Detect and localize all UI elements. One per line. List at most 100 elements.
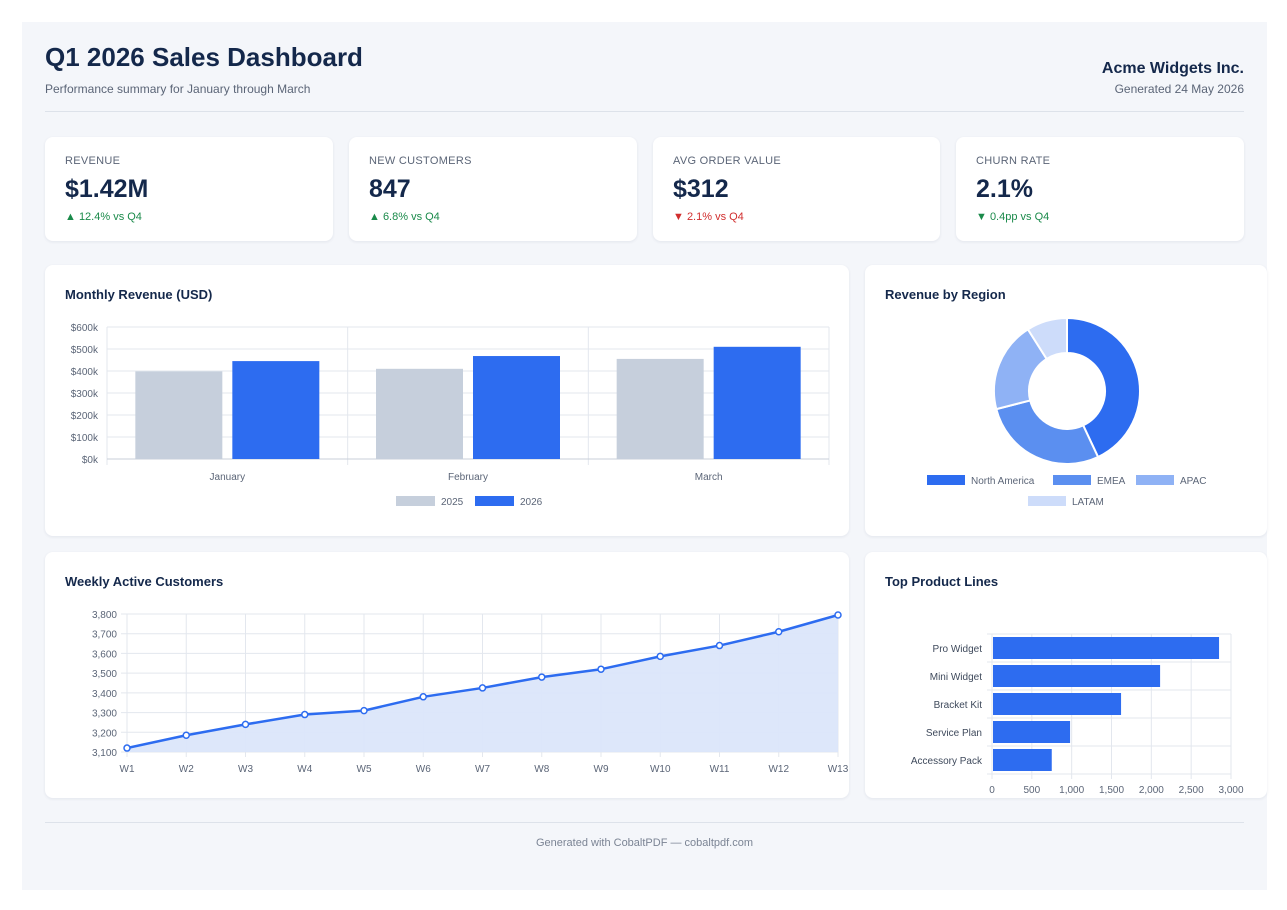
monthly-revenue-title: Monthly Revenue (USD) [65,287,213,302]
x-tick-label: W3 [238,764,253,775]
y-tick-label: Accessory Pack [911,756,983,767]
kpi-delta: ▲ 12.4% vs Q4 [65,211,142,223]
bar-2025-february [376,368,463,459]
y-tick-label: Service Plan [926,728,982,739]
x-tick-label: W8 [534,764,549,775]
bar-mini-widget [993,665,1161,687]
kpi-card-new-customers: NEW CUSTOMERS 847 ▲ 6.8% vs Q4 [349,137,637,241]
bar-2025-march [616,358,704,459]
x-tick-label: W9 [594,764,609,775]
y-tick-label: 3,500 [92,669,117,680]
data-point-w1 [123,744,131,752]
bar-service-plan [993,721,1071,743]
y-tick-label: $100k [71,433,99,444]
x-tick-label: 2,500 [1179,785,1204,796]
weekly-customers-title: Weekly Active Customers [65,574,224,589]
weekly-customers-chart: 3,100 3,200 3,300 3,400 3,500 3,600 3,700 3,800… [92,610,849,775]
y-tick-label: Mini Widget [930,672,982,683]
x-tick-label: 0 [989,785,995,796]
x-tick-label: 500 [1023,785,1040,796]
monthly-revenue-chart: $0k $100k $200k $300k $400k $500k $600k January… [71,323,830,508]
x-tick-label: 2,000 [1139,785,1164,796]
kpi-value: $1.42M [65,175,149,203]
y-tick-label: 3,200 [92,728,117,739]
product-lines-title: Top Product Lines [885,574,999,589]
company-name: Acme Widgets Inc. [1101,60,1244,77]
legend-swatch [1053,475,1091,485]
legend-label: EMEA [1097,476,1126,487]
data-point-w7 [478,684,487,692]
region-donut-chart: North America EMEA APAC LATAM [927,316,1207,508]
data-point-w9 [597,665,605,673]
y-tick-label: 3,400 [92,689,117,700]
slice-emea [995,399,1100,465]
data-point-w11 [715,641,724,650]
kpi-label: AVG ORDER VALUE [673,155,782,167]
region-title: Revenue by Region [885,287,1006,302]
x-tick-label: January [210,472,246,483]
dashboard-page: Q1 2026 Sales Dashboard Performance summ… [22,22,1267,890]
bar-pro-widget [993,637,1220,659]
kpi-label: NEW CUSTOMERS [369,155,472,167]
x-tick-label: W1 [120,764,135,775]
page-title: Q1 2026 Sales Dashboard [45,42,363,72]
bar-2026-march [713,346,801,459]
x-tick-label: February [448,472,488,483]
x-tick-label: W7 [475,764,490,775]
y-tick-label: $200k [71,411,99,422]
x-tick-label: 3,000 [1218,785,1243,796]
data-point-w4 [301,710,309,719]
x-tick-label: 1,000 [1059,785,1084,796]
kpi-label: REVENUE [65,155,121,167]
y-tick-label: Bracket Kit [934,700,983,711]
bar-2026-february [473,356,560,459]
page-header: Q1 2026 Sales Dashboard Performance summ… [45,42,1244,112]
kpi-delta: ▼ 0.4pp vs Q4 [976,211,1050,223]
generated-date: Generated 24 May 2026 [1114,82,1244,96]
product-lines-card: Top Product Lines 0 500 1,000 1,500 2,000 2,5… [865,552,1267,798]
data-point-w5 [360,706,368,715]
data-point-w13 [834,611,842,619]
region-card: Revenue by Region North America EMEA APAC L… [865,265,1267,536]
legend-label: 2026 [520,497,543,508]
kpi-value: 2.1% [976,175,1033,203]
slice-north-america [1066,316,1141,459]
y-tick-label: 3,600 [92,649,117,660]
bar-2026-january [232,361,320,459]
x-tick-label: W11 [710,764,730,775]
kpi-card-churn-rate: CHURN RATE 2.1% ▼ 0.4pp vs Q4 [956,137,1244,241]
x-tick-label: W13 [828,764,849,775]
legend-swatch [927,475,965,485]
x-tick-label: March [695,472,723,483]
x-tick-label: 1,500 [1099,785,1124,796]
legend-swatch [475,496,514,506]
legend-label: LATAM [1072,497,1104,508]
kpi-value: $312 [673,175,729,203]
legend-swatch [396,496,435,506]
x-tick-label: W10 [650,764,671,775]
x-tick-label: W12 [768,764,789,775]
kpi-card-avg-order-value: AVG ORDER VALUE $312 ▼ 2.1% vs Q4 [653,137,940,241]
bar-2025-january [135,371,223,459]
kpi-card-revenue: REVENUE $1.42M ▲ 12.4% vs Q4 [45,137,333,241]
kpi-delta: ▼ 2.1% vs Q4 [673,211,744,223]
data-point-w10 [656,652,664,661]
legend-label: 2025 [441,497,464,508]
product-lines-chart: 0 500 1,000 1,500 2,000 2,500 3,000 Pro Widget M… [911,633,1244,796]
data-point-w3 [241,720,250,729]
bar-bracket-kit [993,693,1122,715]
monthly-revenue-card: Monthly Revenue (USD) $0k $100k $200k $300k… [45,265,849,536]
y-tick-label: Pro Widget [933,644,983,655]
y-tick-label: $300k [71,389,99,400]
x-tick-label: W5 [357,764,372,775]
data-point-w8 [538,673,546,681]
kpi-value: 847 [369,175,411,203]
data-point-w6 [419,693,427,701]
y-tick-label: $400k [71,367,99,378]
kpi-label: CHURN RATE [976,155,1051,167]
y-tick-label: $0k [82,455,99,466]
data-point-w12 [775,627,783,636]
kpi-delta: ▲ 6.8% vs Q4 [369,211,440,223]
y-tick-label: 3,700 [92,630,117,641]
x-tick-label: W4 [297,764,312,775]
